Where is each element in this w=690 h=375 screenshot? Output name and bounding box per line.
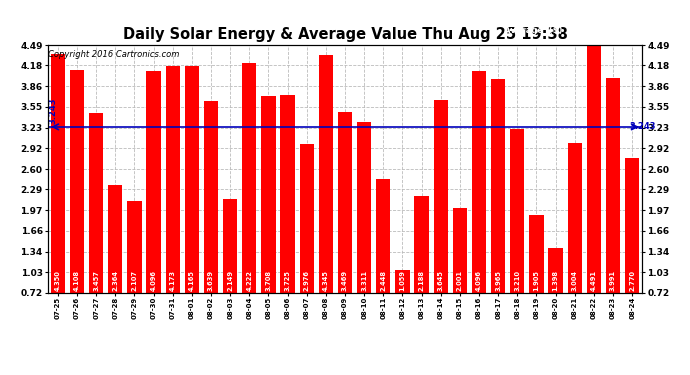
Bar — [262, 96, 275, 340]
Bar — [338, 112, 352, 340]
Bar — [223, 199, 237, 340]
Text: 3.645: 3.645 — [437, 270, 444, 291]
Bar — [166, 66, 180, 340]
Text: 2.770: 2.770 — [629, 270, 635, 291]
Text: Copyright 2016 Cartronics.com: Copyright 2016 Cartronics.com — [48, 50, 179, 58]
Text: 1.905: 1.905 — [533, 270, 540, 291]
Bar — [70, 70, 84, 340]
Bar — [319, 54, 333, 340]
Text: 3.311: 3.311 — [361, 270, 367, 291]
Text: 3.243: 3.243 — [48, 97, 57, 124]
Text: 2.001: 2.001 — [457, 270, 463, 291]
Bar — [395, 270, 410, 340]
Text: 4.222: 4.222 — [246, 270, 253, 291]
Text: 4.345: 4.345 — [323, 270, 329, 291]
Text: 4.096: 4.096 — [476, 270, 482, 291]
Bar — [127, 201, 141, 340]
Bar — [606, 78, 620, 340]
Title: Daily Solar Energy & Average Value Thu Aug 25 19:38: Daily Solar Energy & Average Value Thu A… — [123, 27, 567, 42]
Bar — [433, 100, 448, 340]
Text: 1.398: 1.398 — [553, 270, 559, 291]
Text: 4.491: 4.491 — [591, 270, 597, 291]
Text: 4.350: 4.350 — [55, 270, 61, 291]
Bar — [586, 45, 601, 340]
Bar — [89, 113, 104, 340]
Text: 4.173: 4.173 — [170, 270, 176, 291]
Bar — [146, 71, 161, 340]
Bar — [185, 66, 199, 340]
Text: 4.108: 4.108 — [74, 270, 80, 291]
Bar — [491, 80, 505, 340]
Bar — [472, 71, 486, 340]
Bar — [568, 142, 582, 340]
Text: 2.107: 2.107 — [131, 270, 137, 291]
Bar — [108, 184, 123, 340]
Bar — [280, 95, 295, 340]
Text: 3.725: 3.725 — [284, 270, 290, 291]
Bar — [549, 248, 563, 340]
Text: 3.210: 3.210 — [514, 270, 520, 291]
Text: 2.149: 2.149 — [227, 270, 233, 291]
Bar — [204, 101, 218, 340]
Text: Daily   ($): Daily ($) — [611, 26, 657, 35]
Text: 3.639: 3.639 — [208, 270, 214, 291]
Text: 3.243: 3.243 — [630, 122, 656, 131]
Bar — [415, 196, 428, 340]
Bar — [529, 215, 544, 340]
Text: 3.457: 3.457 — [93, 270, 99, 291]
Text: 2.448: 2.448 — [380, 270, 386, 291]
Bar — [376, 179, 391, 340]
Text: 3.708: 3.708 — [266, 270, 271, 291]
Text: 4.096: 4.096 — [150, 270, 157, 291]
Bar — [453, 209, 467, 340]
Text: 3.004: 3.004 — [572, 270, 578, 291]
Text: 3.965: 3.965 — [495, 270, 501, 291]
Text: 2.188: 2.188 — [419, 270, 424, 291]
Bar — [357, 122, 371, 340]
Text: 2.364: 2.364 — [112, 270, 118, 291]
Bar — [299, 144, 314, 340]
Text: 3.991: 3.991 — [610, 270, 616, 291]
Bar — [625, 158, 640, 340]
Text: 4.165: 4.165 — [189, 270, 195, 291]
Bar — [242, 63, 257, 340]
Text: 2.976: 2.976 — [304, 270, 310, 291]
Text: 3.469: 3.469 — [342, 270, 348, 291]
Text: 1.059: 1.059 — [400, 270, 406, 291]
Bar — [510, 129, 524, 340]
Text: Average  ($): Average ($) — [504, 26, 563, 35]
Bar — [50, 54, 65, 340]
